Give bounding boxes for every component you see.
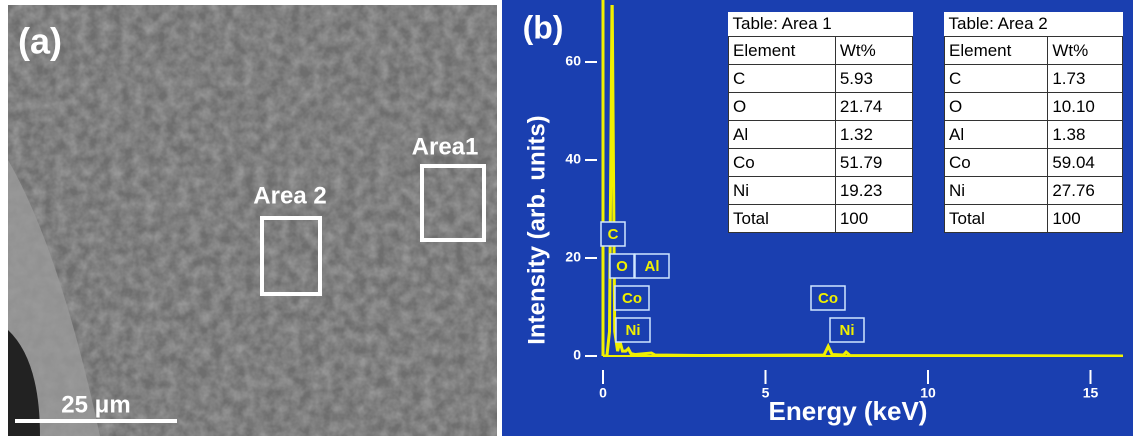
x-axis-label: Energy (keV) (769, 396, 928, 426)
peak-label: Ni (840, 322, 855, 339)
table-cell: 21.74 (835, 93, 912, 121)
y-axis-label: Intensity (arb. units) (523, 115, 550, 344)
table-cell: Co (729, 149, 836, 177)
y-tick-label: 20 (565, 249, 581, 265)
table-cell: 27.76 (1048, 177, 1123, 205)
table-cell: Element (729, 37, 836, 65)
peak-label: Co (818, 290, 838, 307)
region-label: Area1 (412, 133, 479, 160)
table-cell: O (945, 93, 1048, 121)
table-cell: Wt% (1048, 37, 1123, 65)
table-cell: 100 (1048, 205, 1123, 233)
table-cell: 5.93 (835, 65, 912, 93)
table-cell: O (729, 93, 836, 121)
table-cell: 1.32 (835, 121, 912, 149)
peak-label: Ni (626, 322, 641, 339)
page: { "panel_a": { "label": "(a)", "regions"… (0, 0, 1133, 436)
table-cell: 59.04 (1048, 149, 1123, 177)
table-cell: 19.23 (835, 177, 912, 205)
table-cell: 1.73 (1048, 65, 1123, 93)
y-tick-label: 60 (565, 53, 581, 69)
x-tick-label: 5 (762, 385, 770, 401)
x-tick-label: 10 (920, 385, 936, 401)
region-label: Area 2 (253, 182, 326, 209)
table-cell: 100 (835, 205, 912, 233)
peak-label: Co (622, 290, 642, 307)
x-tick-label: 15 (1083, 385, 1099, 401)
table-cell: Element (945, 37, 1048, 65)
table-cell: 51.79 (835, 149, 912, 177)
peak-label: Al (645, 258, 660, 275)
panel-label: (b) (523, 9, 564, 45)
table-cell: Ni (729, 177, 836, 205)
table-cell: Al (945, 121, 1048, 149)
table-cell: Table: Area 1 (729, 12, 913, 37)
table-cell: Al (729, 121, 836, 149)
table-cell: 1.38 (1048, 121, 1123, 149)
table-cell: C (945, 65, 1048, 93)
table-cell: Total (945, 205, 1048, 233)
scale-label: 25 μm (61, 391, 130, 418)
y-tick-label: 40 (565, 151, 581, 167)
table-cell: Co (945, 149, 1048, 177)
table-cell: Ni (945, 177, 1048, 205)
table-cell: 10.10 (1048, 93, 1123, 121)
table-cell: C (729, 65, 836, 93)
x-tick-label: 0 (599, 385, 607, 401)
y-tick-label: 0 (573, 347, 581, 363)
table-cell: Total (729, 205, 836, 233)
peak-label: O (616, 258, 628, 275)
table-cell: Table: Area 2 (945, 12, 1123, 37)
panel-label: (a) (18, 21, 62, 62)
table-cell: Wt% (835, 37, 912, 65)
peak-label: C (608, 226, 619, 243)
